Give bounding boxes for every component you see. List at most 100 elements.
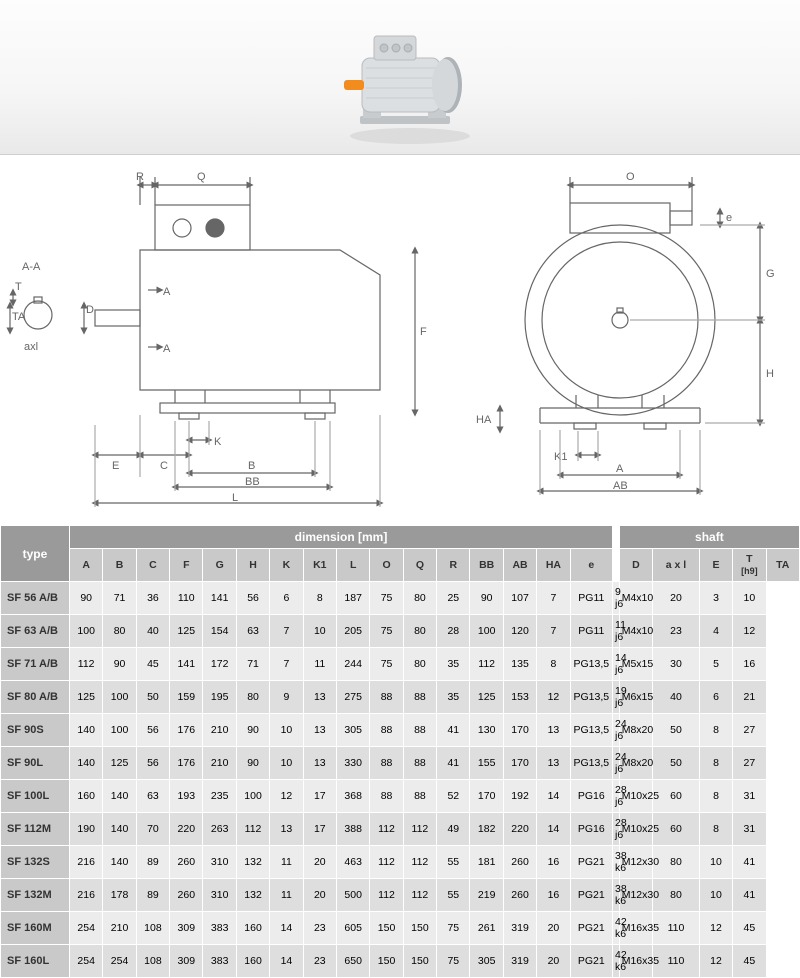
cell: 13 (270, 813, 303, 846)
colhead-ab: AB (503, 549, 536, 582)
cell: 56 (236, 582, 269, 615)
cell: 20 (303, 846, 336, 879)
label-t: T (15, 281, 22, 293)
cell: 100 (103, 681, 136, 714)
cell: 112 (403, 846, 436, 879)
cell: 8 (303, 582, 336, 615)
cell: 60 (653, 780, 700, 813)
row-type: SF 80 A/B (1, 681, 70, 714)
colhead-bb: BB (470, 549, 503, 582)
cell: 110 (170, 582, 203, 615)
cell: 80 (103, 615, 136, 648)
cell: 24 j6 (613, 714, 620, 747)
cell: 260 (170, 879, 203, 912)
cell: 500 (336, 879, 369, 912)
cell: 309 (170, 912, 203, 945)
cell: 23 (653, 615, 700, 648)
svg-text:K: K (214, 436, 222, 448)
cell: PG21 (570, 912, 612, 945)
cell: 140 (69, 747, 102, 780)
cell: 60 (653, 813, 700, 846)
cell: 63 (236, 615, 269, 648)
table-row: SF 63 A/B1008040125154637102057580281001… (1, 615, 800, 648)
cell: 75 (370, 615, 403, 648)
cell: 16 (537, 879, 570, 912)
cell: 8 (699, 780, 732, 813)
cell: 55 (437, 846, 470, 879)
dimension-table: type dimension [mm] shaft ABCFGHKK1LOQRB… (0, 525, 800, 978)
cell: 71 (103, 582, 136, 615)
col-shaft: shaft (619, 526, 799, 549)
cell: 56 (136, 714, 169, 747)
cell: 112 (370, 846, 403, 879)
cell: 9 j6 (613, 582, 620, 615)
cell: 17 (303, 813, 336, 846)
cell: 90 (236, 714, 269, 747)
colhead-k1: K1 (303, 549, 336, 582)
cell: 80 (236, 681, 269, 714)
cell: 31 (733, 813, 766, 846)
cell: 28 j6 (613, 780, 620, 813)
cell: 13 (303, 747, 336, 780)
cell: 50 (136, 681, 169, 714)
cell: 275 (336, 681, 369, 714)
svg-text:A: A (163, 343, 171, 355)
row-type: SF 160L (1, 945, 70, 978)
cell: 8 (537, 648, 570, 681)
svg-text:B: B (248, 460, 255, 472)
svg-text:G: G (766, 268, 775, 280)
cell: 49 (437, 813, 470, 846)
cell: 154 (203, 615, 236, 648)
colhead-e: e (570, 549, 612, 582)
cell: 176 (170, 714, 203, 747)
cell: 7 (537, 615, 570, 648)
cell: 160 (236, 912, 269, 945)
cell: 45 (733, 912, 766, 945)
cell: PG16 (570, 813, 612, 846)
cell: 182 (470, 813, 503, 846)
cell: 210 (203, 747, 236, 780)
cell: PG21 (570, 846, 612, 879)
cell: 319 (503, 912, 536, 945)
label-e: E (112, 460, 119, 472)
cell: 219 (470, 879, 503, 912)
cell: 36 (136, 582, 169, 615)
svg-text:L: L (232, 492, 238, 504)
cell: 80 (653, 846, 700, 879)
cell: 216 (69, 879, 102, 912)
svg-text:K1: K1 (554, 451, 567, 463)
cell: 160 (236, 945, 269, 978)
cell: 10 (699, 879, 732, 912)
cell: PG21 (570, 945, 612, 978)
cell: 20 (537, 912, 570, 945)
cell: 30 (653, 648, 700, 681)
cell: 13 (537, 714, 570, 747)
cell: PG13,5 (570, 648, 612, 681)
cell: 56 (136, 747, 169, 780)
cell: 220 (503, 813, 536, 846)
table-row: SF 160M254210108309383160142360515015075… (1, 912, 800, 945)
cell: 153 (503, 681, 536, 714)
cell: 42 k6 (613, 945, 620, 978)
cell: 195 (203, 681, 236, 714)
label-o: O (626, 171, 635, 183)
cell: 88 (403, 780, 436, 813)
cell: 89 (136, 879, 169, 912)
label-f: F (420, 326, 427, 338)
cell: 319 (503, 945, 536, 978)
cell: 141 (203, 582, 236, 615)
svg-text:HA: HA (476, 414, 492, 426)
table-row: SF 80 A/B1251005015919580913275888835125… (1, 681, 800, 714)
cell: 112 (370, 879, 403, 912)
table-row: SF 90S1401005617621090101330588884113017… (1, 714, 800, 747)
label-q: Q (197, 171, 206, 183)
cell: 20 (653, 582, 700, 615)
label-aa: A-A (22, 261, 41, 273)
cell: 28 j6 (613, 813, 620, 846)
row-type: SF 160M (1, 912, 70, 945)
cell: 120 (503, 615, 536, 648)
cell: 35 (437, 681, 470, 714)
cell: 260 (503, 879, 536, 912)
motor-illustration (330, 8, 490, 148)
cell: PG21 (570, 879, 612, 912)
